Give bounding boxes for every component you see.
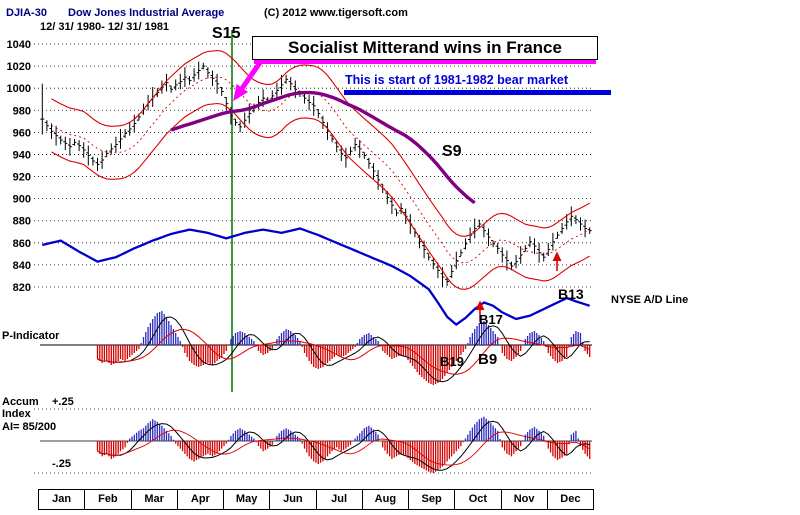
headline-annotation: Socialist Mitterand wins in France — [252, 36, 598, 60]
month-label: Oct — [455, 489, 502, 510]
month-label: Jan — [38, 489, 86, 510]
p-indicator-label: P-Indicator — [2, 330, 60, 342]
blue-underline — [344, 90, 611, 95]
signal-label-b17: B17 — [479, 312, 503, 327]
index-label: Index — [2, 408, 31, 420]
svg-text:1040: 1040 — [7, 39, 31, 51]
month-label: Apr — [177, 489, 224, 510]
svg-text:920: 920 — [13, 172, 31, 184]
svg-text:820: 820 — [13, 282, 31, 294]
svg-text:860: 860 — [13, 238, 31, 250]
subheadline-annotation: This is start of 1981-1982 bear market — [345, 73, 569, 87]
accum-plus25-label: +.25 — [52, 396, 74, 408]
svg-text:880: 880 — [13, 216, 31, 228]
copyright-text: (C) 2012 www.tigersoft.com — [264, 7, 408, 19]
month-label: Mar — [131, 489, 178, 510]
month-label: Jul — [316, 489, 363, 510]
month-axis: Jan Feb Mar Apr May Jun Jul Aug Sep Oct Nov Dec — [38, 489, 594, 510]
month-label: Feb — [85, 489, 132, 510]
svg-text:960: 960 — [13, 127, 31, 139]
signal-label-s9: S9 — [442, 143, 462, 160]
date-range: 12/ 31/ 1980- 12/ 31/ 1981 — [40, 21, 170, 33]
accum-minus25-label: -.25 — [52, 458, 71, 470]
chart-title: Dow Jones Industrial Average — [68, 7, 225, 19]
month-label: May — [224, 489, 271, 510]
magenta-underline — [254, 60, 596, 64]
signal-label-b19: B19 — [440, 354, 464, 369]
accum-label: Accum — [2, 396, 39, 408]
signal-label-s15: S15 — [212, 25, 241, 42]
svg-text:980: 980 — [13, 105, 31, 117]
ad-line-label: NYSE A/D Line — [611, 294, 689, 306]
svg-text:840: 840 — [13, 260, 31, 272]
month-label: Dec — [547, 489, 594, 510]
svg-text:940: 940 — [13, 149, 31, 161]
svg-text:1020: 1020 — [7, 61, 31, 73]
svg-text:900: 900 — [13, 194, 31, 206]
month-label: Jun — [270, 489, 317, 510]
month-label: Aug — [362, 489, 409, 510]
month-label: Nov — [501, 489, 548, 510]
signal-label-b13: B13 — [558, 286, 584, 302]
signal-label-b9: B9 — [478, 351, 498, 368]
month-label: Sep — [409, 489, 456, 510]
ai-ratio-label: AI= 85/200 — [2, 421, 57, 433]
svg-text:1000: 1000 — [7, 83, 31, 95]
chart-symbol: DJIA-30 — [6, 7, 47, 19]
